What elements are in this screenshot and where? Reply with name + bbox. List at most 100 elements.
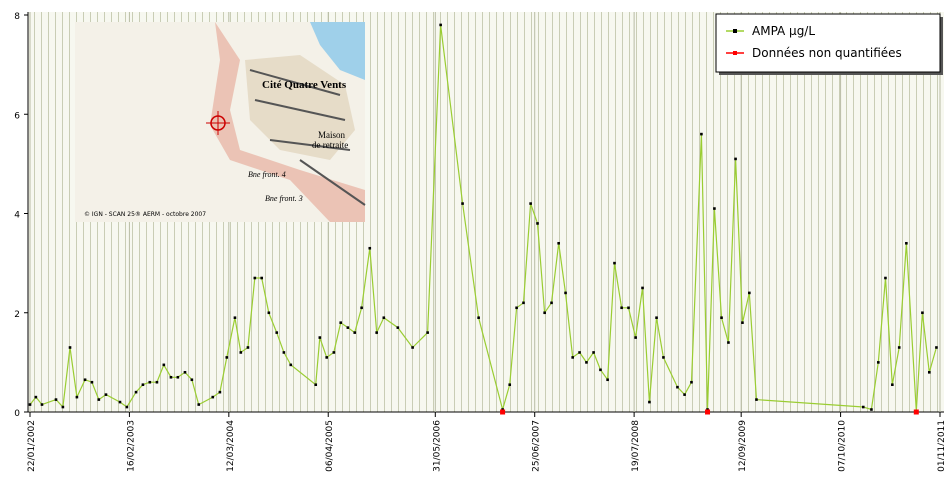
data-point xyxy=(126,406,129,409)
data-point xyxy=(676,386,679,389)
data-point xyxy=(720,316,723,319)
data-point xyxy=(191,378,194,381)
data-point xyxy=(543,311,546,314)
data-point xyxy=(69,346,72,349)
data-point xyxy=(156,381,159,384)
y-tick-label: 4 xyxy=(14,211,20,221)
data-point xyxy=(655,316,658,319)
non-quantified-point xyxy=(914,410,919,415)
data-point xyxy=(564,292,567,295)
data-point xyxy=(353,331,356,334)
data-point xyxy=(662,356,665,359)
data-point xyxy=(620,306,623,309)
data-point xyxy=(690,381,693,384)
x-tick-label: 01/11/2011 xyxy=(937,420,944,472)
data-point xyxy=(536,222,539,225)
data-point xyxy=(35,396,38,399)
data-point xyxy=(613,262,616,265)
data-point xyxy=(135,391,138,394)
x-tick-label: 16/02/2003 xyxy=(126,420,136,472)
data-point xyxy=(905,242,908,245)
data-point xyxy=(347,326,350,329)
data-point xyxy=(142,383,145,386)
data-point xyxy=(477,316,480,319)
data-point xyxy=(163,364,166,367)
data-point xyxy=(62,406,65,409)
data-point xyxy=(461,202,464,205)
data-point xyxy=(170,376,173,379)
data-point xyxy=(368,247,371,250)
data-point xyxy=(700,133,703,136)
data-point xyxy=(741,321,744,324)
non-quantified-point xyxy=(705,410,710,415)
data-point xyxy=(275,331,278,334)
data-point xyxy=(319,336,322,339)
data-point xyxy=(360,306,363,309)
data-point xyxy=(91,381,94,384)
x-tick-label: 07/10/2010 xyxy=(838,420,848,472)
data-point xyxy=(41,403,44,406)
data-point xyxy=(197,403,200,406)
y-tick-label: 0 xyxy=(14,409,20,419)
map-label: Bne front. 3 xyxy=(265,194,303,203)
data-point xyxy=(578,351,581,354)
data-point xyxy=(234,316,237,319)
data-point xyxy=(105,393,108,396)
data-point xyxy=(862,406,865,409)
data-point xyxy=(713,207,716,210)
map-label: de retraite xyxy=(312,140,348,150)
data-point xyxy=(29,403,32,406)
data-point xyxy=(557,242,560,245)
x-tick-label: 31/05/2006 xyxy=(432,420,442,472)
map-inset: Cité Quatre Vents Maison de retraite Bne… xyxy=(75,22,365,222)
y-tick-label: 6 xyxy=(14,111,20,121)
data-point xyxy=(411,346,414,349)
data-point xyxy=(211,396,214,399)
data-point xyxy=(683,393,686,396)
y-tick-label: 8 xyxy=(14,12,20,22)
data-point xyxy=(254,277,257,280)
data-point xyxy=(260,277,263,280)
data-point xyxy=(426,331,429,334)
data-point xyxy=(550,302,553,305)
data-point xyxy=(375,331,378,334)
data-point xyxy=(225,356,228,359)
x-tick-label: 25/06/2007 xyxy=(532,420,542,472)
data-point xyxy=(648,401,651,404)
data-point xyxy=(935,346,938,349)
data-point xyxy=(219,391,222,394)
data-point xyxy=(921,311,924,314)
data-point xyxy=(383,316,386,319)
data-point xyxy=(634,336,637,339)
data-point xyxy=(529,202,532,205)
data-point xyxy=(84,378,87,381)
legend-marker xyxy=(733,51,737,55)
data-point xyxy=(877,361,880,364)
data-point xyxy=(119,401,122,404)
data-point xyxy=(627,306,630,309)
data-point xyxy=(439,24,442,27)
data-point xyxy=(55,398,58,401)
map-label: Maison xyxy=(318,130,346,140)
data-point xyxy=(606,378,609,381)
data-point xyxy=(727,341,730,344)
data-point xyxy=(891,383,894,386)
data-point xyxy=(515,306,518,309)
legend-label: AMPA µg/L xyxy=(752,24,815,38)
data-point xyxy=(333,351,336,354)
x-tick-label: 19/07/2008 xyxy=(631,420,641,472)
map-label: Bne front. 4 xyxy=(248,170,286,179)
x-tick-label: 12/03/2004 xyxy=(226,420,236,472)
data-point xyxy=(268,311,271,314)
data-point xyxy=(76,396,79,399)
x-tick-label: 12/09/2009 xyxy=(738,420,748,472)
x-tick-label: 06/04/2005 xyxy=(325,420,335,472)
chart: 0246822/01/200216/02/200312/03/200406/04… xyxy=(0,0,944,498)
data-point xyxy=(748,292,751,295)
data-point xyxy=(149,381,152,384)
data-point xyxy=(585,361,588,364)
data-point xyxy=(884,277,887,280)
map-credit: © IGN - SCAN 25® AERM - octobre 2007 xyxy=(84,211,206,218)
data-point xyxy=(177,376,180,379)
legend-marker xyxy=(733,29,737,33)
